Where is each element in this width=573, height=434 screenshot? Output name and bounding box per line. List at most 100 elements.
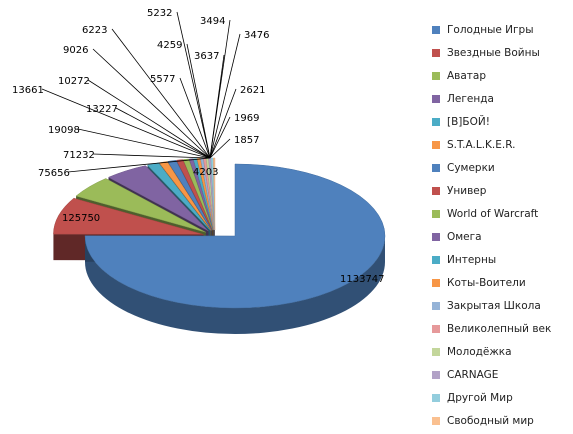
legend-item: Аватар	[432, 64, 573, 87]
legend-item: Закрытая Школа	[432, 294, 573, 317]
legend-swatch	[432, 370, 440, 379]
legend-item: Звездные Войны	[432, 41, 573, 64]
legend-label: Свободный мир	[447, 414, 534, 427]
leader-line	[209, 88, 237, 159]
legend-swatch	[432, 416, 440, 425]
data-label: 1857	[234, 135, 259, 146]
legend-swatch	[432, 232, 440, 241]
legend-label: Легенда	[447, 92, 494, 105]
legend-label: Универ	[447, 184, 487, 197]
legend-swatch	[432, 186, 440, 195]
legend-item: Легенда	[432, 87, 573, 110]
legend-swatch	[432, 117, 440, 126]
legend-label: Звездные Войны	[447, 46, 540, 59]
legend-swatch	[432, 347, 440, 356]
pie-slice	[107, 165, 209, 232]
leader-line	[209, 19, 231, 159]
data-label: 13661	[12, 85, 44, 96]
legend-label: Коты-Воители	[447, 276, 526, 289]
legend-swatch	[432, 71, 440, 80]
legend-label: CARNAGE	[447, 368, 499, 381]
legend-item: Великолепный век	[432, 317, 573, 340]
legend-item: Сумерки	[432, 156, 573, 179]
pie-slice	[192, 158, 214, 231]
data-label: 3476	[244, 30, 269, 41]
legend-swatch	[432, 94, 440, 103]
pie-slice	[84, 163, 386, 309]
chart-legend: Голодные Игры Звездные Войны Аватар Легенда…	[432, 18, 573, 432]
legend-label: Молодёжка	[447, 345, 512, 358]
pie-slice	[167, 160, 213, 231]
legend-label: Сумерки	[447, 161, 495, 174]
legend-swatch	[432, 25, 440, 34]
data-label: 19098	[48, 125, 80, 136]
legend-label: Интерны	[447, 253, 497, 266]
data-label: 3637	[194, 51, 219, 62]
leader-line	[67, 157, 211, 173]
data-label: 2621	[240, 85, 265, 96]
legend-label: Аватар	[447, 69, 487, 82]
data-label: 4259	[157, 40, 182, 51]
legend-swatch	[432, 140, 440, 149]
leader-line	[87, 79, 211, 159]
legend-label: Великолепный век	[447, 322, 552, 335]
leader-line	[92, 153, 211, 159]
data-label: 125750	[62, 213, 100, 224]
data-label: 13227	[86, 104, 118, 115]
leader-line	[176, 11, 211, 159]
legend-swatch	[432, 48, 440, 57]
legend-label: Закрытая Школа	[447, 299, 541, 312]
leader-line	[179, 77, 211, 159]
data-label: 5577	[150, 74, 175, 85]
legend-item: Универ	[432, 179, 573, 202]
legend-swatch	[432, 324, 440, 333]
data-label: 4203	[193, 167, 218, 178]
legend-item: S.T.A.L.K.E.R.	[432, 133, 573, 156]
legend-label: Другой Мир	[447, 391, 513, 404]
leader-line	[209, 116, 231, 159]
legend-item: Интерны	[432, 248, 573, 271]
legend-label: Голодные Игры	[447, 23, 534, 36]
leader-line	[209, 138, 231, 159]
pie-slice-side	[85, 236, 385, 334]
legend-item: Свободный мир	[432, 409, 573, 432]
data-label: 75656	[38, 168, 70, 179]
data-label: 9026	[63, 45, 88, 56]
leader-line	[92, 48, 211, 159]
legend-swatch	[432, 393, 440, 402]
data-label: 71232	[63, 150, 95, 161]
leader-line	[115, 107, 211, 159]
legend-item: Другой Мир	[432, 386, 573, 409]
legend-item: CARNAGE	[432, 363, 573, 386]
data-label: 5232	[147, 8, 172, 19]
pie-slice	[75, 178, 206, 233]
leader-line	[186, 43, 211, 159]
data-label: 1133747	[340, 274, 385, 285]
legend-label: S.T.A.L.K.E.R.	[447, 138, 516, 151]
legend-swatch	[432, 209, 440, 218]
legend-item: Голодные Игры	[432, 18, 573, 41]
leader-line	[77, 128, 211, 159]
pie-slice	[53, 197, 204, 235]
data-label: 10272	[58, 76, 90, 87]
legend-swatch	[432, 301, 440, 310]
data-label: 1969	[234, 113, 259, 124]
legend-swatch	[432, 278, 440, 287]
legend-item: Омега	[432, 225, 573, 248]
legend-label: Омега	[447, 230, 482, 243]
legend-label: World of Warcraft	[447, 207, 539, 220]
pie-slice	[213, 157, 216, 231]
pie-slice	[182, 158, 214, 231]
legend-label: [В]БОЙ!	[447, 115, 490, 128]
leader-line	[209, 33, 241, 159]
legend-swatch	[432, 163, 440, 172]
leader-line	[41, 88, 211, 159]
pie-slice	[176, 159, 213, 231]
legend-item: World of Warcraft	[432, 202, 573, 225]
legend-item: Молодёжка	[432, 340, 573, 363]
data-label: 6223	[82, 25, 107, 36]
legend-swatch	[432, 255, 440, 264]
legend-item: [В]БОЙ!	[432, 110, 573, 133]
